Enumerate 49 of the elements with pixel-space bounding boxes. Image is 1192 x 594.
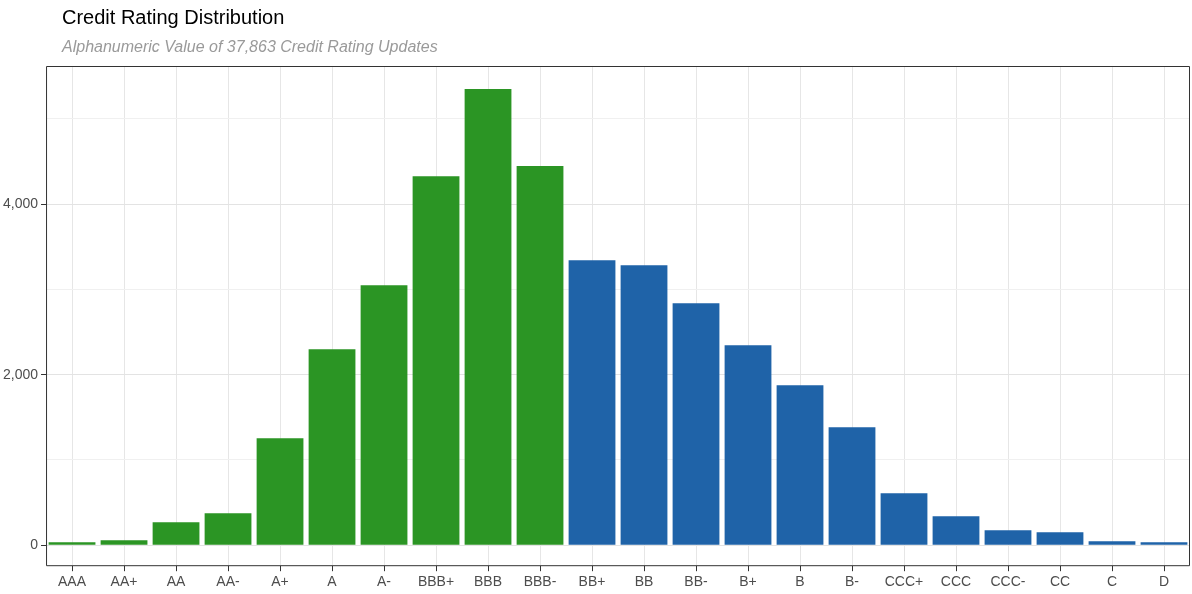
x-tick-label: BB-: [684, 573, 709, 590]
y-tick-label: 2,000: [2, 365, 39, 382]
x-tick-label: BBB+: [417, 573, 455, 590]
x-tick-label: BBB: [474, 573, 503, 590]
x-tick-label: AA-: [216, 573, 241, 590]
x-tick-label: CCC+: [884, 573, 924, 590]
x-tick-label: C: [1106, 573, 1118, 590]
x-tick-label: A+: [271, 573, 289, 590]
x-tick-label: BB: [634, 573, 654, 590]
chart-subtitle: Alphanumeric Value of 37,863 Credit Rating Updates: [62, 38, 438, 56]
x-tick-label: B-: [845, 573, 860, 590]
x-tick-label: A: [327, 573, 338, 590]
bar: [412, 176, 460, 545]
x-tick-label: BB+: [578, 573, 606, 590]
x-tick-label: BBB-: [523, 573, 557, 590]
bar: [48, 542, 96, 545]
bar: [308, 349, 356, 545]
bar: [256, 438, 304, 545]
bar: [620, 265, 668, 545]
x-tick-label: B: [795, 573, 805, 590]
bar: [568, 260, 616, 545]
bar: [100, 540, 148, 545]
x-tick-label: AAA: [58, 573, 87, 590]
bar: [724, 345, 772, 545]
y-tick-label: 4,000: [2, 195, 39, 211]
bar: [360, 285, 408, 545]
x-tick-label: AA: [166, 573, 187, 590]
bar: [152, 522, 200, 545]
bar: [1140, 542, 1188, 545]
x-tick-label: AA+: [110, 573, 138, 590]
bar: [1036, 532, 1084, 545]
x-tick-label: CC: [1049, 573, 1071, 590]
x-tick-label: CCC: [940, 573, 972, 590]
bar: [672, 303, 720, 545]
bar: [880, 493, 928, 545]
chart-title: Credit Rating Distribution: [62, 6, 285, 29]
bar: [516, 166, 564, 545]
bar: [204, 513, 252, 545]
y-tick-label: 0: [30, 536, 39, 553]
bar: [932, 516, 980, 545]
x-tick-label: D: [1158, 573, 1170, 590]
x-tick-label: CCC-: [990, 573, 1026, 590]
x-tick-label: A-: [377, 573, 392, 590]
bar: [776, 385, 824, 545]
bar: [464, 89, 512, 545]
bar: [984, 530, 1032, 545]
x-tick-label: B+: [739, 573, 757, 590]
bar: [828, 427, 876, 545]
bar: [1088, 541, 1136, 545]
